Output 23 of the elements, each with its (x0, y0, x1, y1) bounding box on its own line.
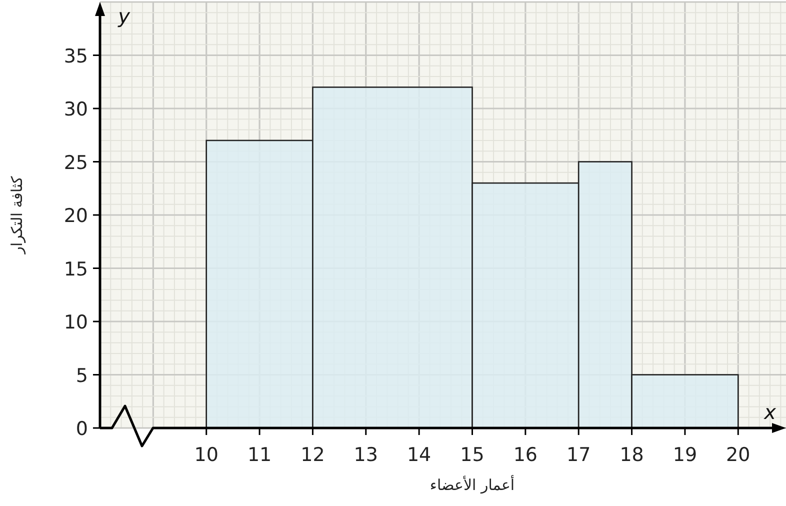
y-tick-label: 10 (64, 312, 88, 334)
x-tick-label: 14 (406, 444, 432, 466)
y-axis-title: كثافة التكرار (8, 175, 26, 255)
annotation: y (117, 4, 132, 28)
x-tick-label: 15 (460, 444, 484, 466)
y-tick-label: 15 (64, 258, 88, 280)
y-tick-label: 0 (76, 418, 88, 440)
y-tick-label: 20 (64, 205, 88, 227)
x-tick-label: 17 (566, 444, 591, 466)
annotation: x (763, 400, 776, 424)
x-tick-label: 16 (513, 444, 538, 466)
y-tick-label: 30 (64, 98, 88, 120)
x-axis-title: أعمار الأعضاء (430, 475, 515, 494)
x-tick-label: 19 (672, 444, 698, 466)
x-tick-label: 12 (300, 444, 325, 466)
x-tick-label: 18 (620, 444, 644, 466)
y-tick-label: 25 (64, 152, 88, 174)
x-tick-label: 10 (194, 444, 218, 466)
x-tick-label: 11 (247, 444, 272, 466)
x-tick-label: 13 (354, 444, 378, 466)
x-tick-label: 20 (726, 444, 750, 466)
y-tick-label: 35 (64, 45, 88, 68)
y-tick-label: 5 (76, 364, 88, 387)
